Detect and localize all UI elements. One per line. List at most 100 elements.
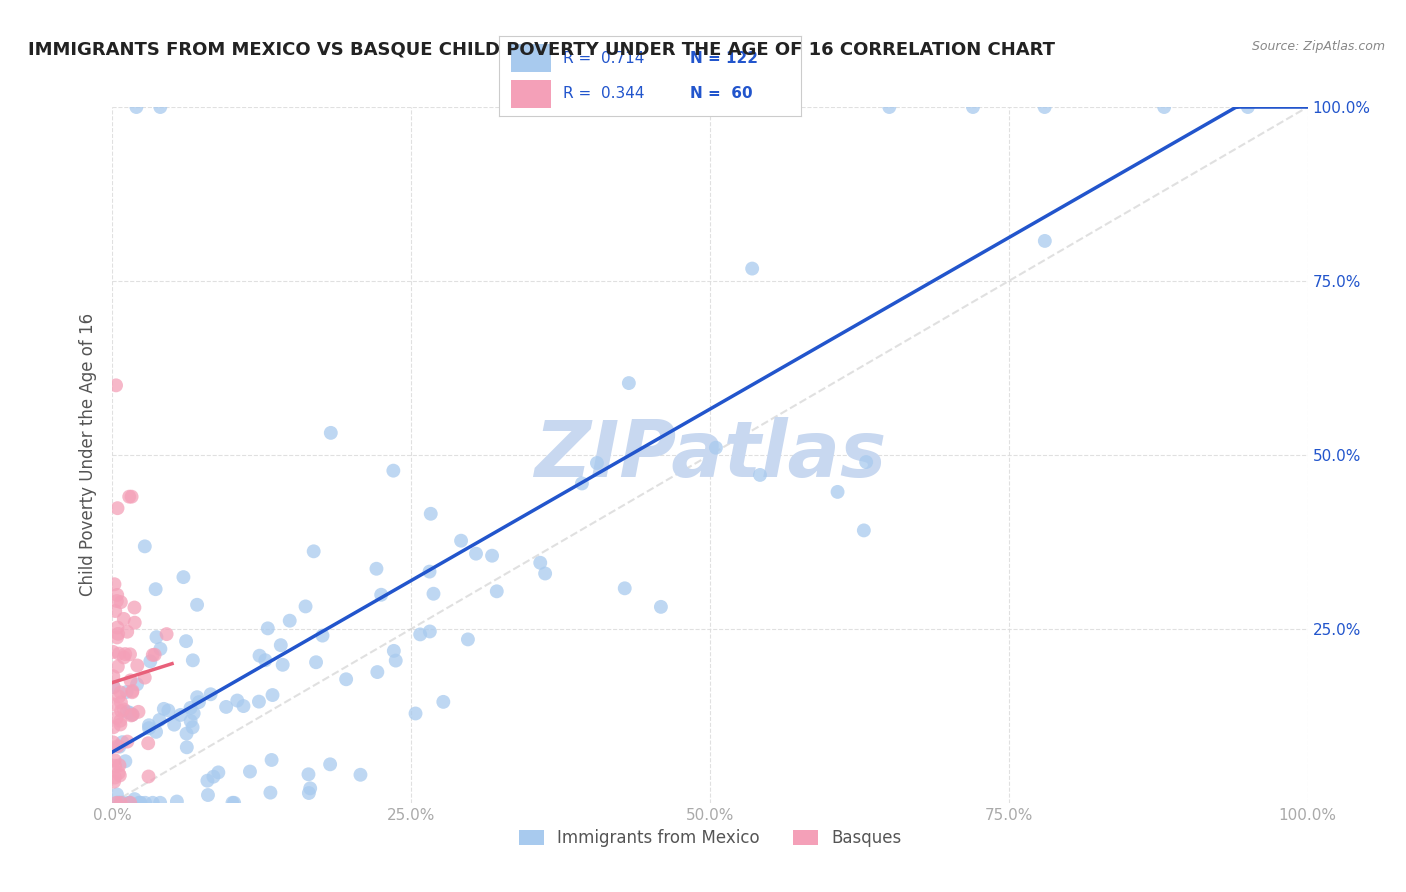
Point [197,773,219,788]
Point [149,100,172,114]
Point [232,699,254,714]
Point [104,604,127,618]
Point [127,705,149,719]
Point [104,758,127,772]
Point [271,657,294,672]
Point [110,714,132,728]
Point [118,796,141,810]
Point [247,695,270,709]
Text: Source: ZipAtlas.com: Source: ZipAtlas.com [1251,40,1385,54]
Point [114,647,136,661]
Point [111,796,134,810]
Point [534,566,557,581]
Point [108,758,131,772]
Point [107,620,129,634]
Point [262,688,284,702]
Point [409,627,432,641]
Point [571,476,593,491]
Point [349,768,371,782]
Point [299,781,322,796]
Point [419,507,441,521]
Point [142,648,165,662]
Point [457,632,479,647]
Point [138,721,160,735]
Point [101,645,124,659]
Point [103,774,125,789]
Point [613,582,636,596]
Point [125,677,148,691]
Point [105,588,128,602]
Point [121,685,143,699]
Point [121,707,143,722]
Point [112,650,135,665]
Point [1033,234,1056,248]
Point [297,767,319,781]
Point [121,490,143,504]
Text: R =  0.714: R = 0.714 [562,51,644,66]
Point [181,653,204,667]
Point [120,673,142,688]
Point [121,707,143,722]
Point [186,690,208,705]
Point [1153,100,1175,114]
Point [138,770,160,784]
Point [110,717,132,731]
Point [174,634,197,648]
Point [110,704,132,718]
Text: R =  0.344: R = 0.344 [562,86,644,101]
Point [143,648,166,662]
Point [118,796,141,810]
Point [202,770,225,784]
Point [260,753,283,767]
Point [118,648,141,662]
Point [962,100,984,114]
Point [249,648,271,663]
Point [105,788,128,802]
Point [481,549,503,563]
Point [121,684,143,698]
Point [110,685,132,699]
Point [419,624,441,639]
Legend: Immigrants from Mexico, Basques: Immigrants from Mexico, Basques [512,822,908,854]
Point [520,100,543,114]
Point [103,698,125,712]
Point [298,786,321,800]
Point [302,544,325,558]
Point [176,740,198,755]
Point [382,464,405,478]
Point [104,753,127,767]
Point [149,796,172,810]
Point [142,796,165,810]
Point [319,425,342,440]
Point [186,598,208,612]
Point [139,654,162,668]
Point [103,680,125,694]
Point [103,680,125,694]
Text: ZIPatlas: ZIPatlas [534,417,886,493]
Point [759,100,782,114]
Point [586,456,609,470]
Point [134,796,156,810]
Point [163,717,186,731]
Point [176,726,198,740]
Point [117,734,139,748]
Point [110,595,132,609]
Point [879,100,901,114]
Point [120,796,142,810]
Point [105,796,128,810]
FancyBboxPatch shape [512,44,551,72]
Point [108,690,131,704]
Point [172,570,194,584]
Point [115,624,138,639]
Point [366,665,388,679]
Point [259,786,281,800]
Point [105,631,128,645]
Point [103,720,125,734]
Point [529,556,551,570]
FancyBboxPatch shape [512,80,551,108]
Point [153,702,176,716]
Point [254,653,277,667]
Point [145,724,167,739]
Point [405,706,427,721]
Point [105,378,128,392]
